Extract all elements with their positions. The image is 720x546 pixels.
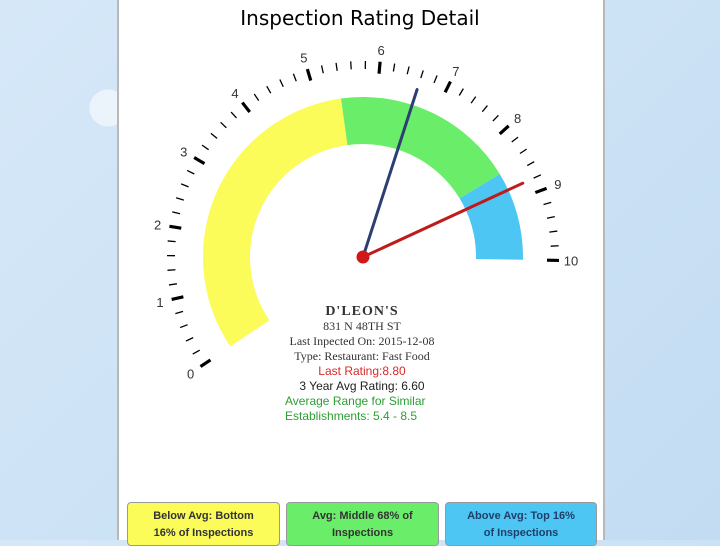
gauge-major-tick xyxy=(535,188,546,192)
establishment-type: Type: Restaurant: Fast Food xyxy=(242,349,482,364)
gauge-minor-tick xyxy=(169,284,177,285)
gauge-minor-tick xyxy=(421,70,423,78)
gauge-minor-tick xyxy=(231,112,236,118)
gauge-minor-tick xyxy=(187,170,194,174)
legend-above-average-line-1: Above Avg: Top 16% xyxy=(446,508,596,525)
gauge-tick-label: 3 xyxy=(180,144,187,159)
gauge-tick-label: 5 xyxy=(300,51,307,66)
gauge-major-tick xyxy=(172,297,184,300)
gauge-major-tick xyxy=(379,62,380,74)
legend-above-average: Above Avg: Top 16% of Inspections xyxy=(445,502,597,546)
gauge-tick-label: 9 xyxy=(554,177,561,192)
legend-average: Avg: Middle 68% of Inspections xyxy=(286,502,439,546)
gauge-minor-tick xyxy=(547,217,555,219)
gauge-minor-tick xyxy=(280,80,283,87)
gauge-minor-tick xyxy=(493,115,499,121)
legend-below-average: Below Avg: Bottom 16% of Inspections xyxy=(127,502,280,546)
gauge-minor-tick xyxy=(167,270,175,271)
gauge-minor-tick xyxy=(168,241,176,242)
gauge-minor-tick xyxy=(172,212,180,214)
gauge-minor-tick xyxy=(434,76,437,83)
gauge-minor-tick xyxy=(193,350,200,354)
gauge-major-tick xyxy=(194,158,204,164)
last-rating: Last Rating:8.80 xyxy=(242,364,482,379)
gauge-minor-tick xyxy=(211,133,217,138)
gauge-minor-tick xyxy=(254,94,258,101)
gauge-minor-tick xyxy=(175,311,183,313)
legend-below-average-line-1: Below Avg: Bottom xyxy=(128,508,279,525)
legend-above-average-line-2: of Inspections xyxy=(446,525,596,542)
gauge-minor-tick xyxy=(471,97,476,104)
gauge-minor-tick xyxy=(186,338,193,341)
gauge-minor-tick xyxy=(221,122,227,127)
gauge-minor-tick xyxy=(407,66,409,74)
gauge-tick-label: 8 xyxy=(514,111,521,126)
gauge-major-tick xyxy=(500,126,509,134)
gauge-major-tick xyxy=(201,360,211,367)
gauge-minor-tick xyxy=(293,74,296,81)
gauge-tick-label: 0 xyxy=(187,366,194,381)
gauge-minor-tick xyxy=(527,162,534,166)
gauge-minor-tick xyxy=(549,231,557,232)
establishment-address: 831 N 48TH ST xyxy=(242,319,482,334)
gauge-tick-label: 2 xyxy=(154,217,161,232)
gauge-minor-tick xyxy=(267,86,271,93)
gauge-major-tick xyxy=(242,103,249,112)
gauge-minor-tick xyxy=(482,106,487,112)
gauge-minor-tick xyxy=(351,61,352,69)
legend-average-line-2: Inspections xyxy=(287,525,438,542)
gauge-needle-hub xyxy=(357,251,370,264)
gauge-minor-tick xyxy=(459,89,463,96)
gauge-tick-label: 7 xyxy=(452,64,459,79)
gauge-minor-tick xyxy=(534,175,541,178)
gauge-major-tick xyxy=(445,82,450,93)
gauge-minor-tick xyxy=(180,325,187,328)
legend-below-average-line-2: 16% of Inspections xyxy=(128,525,279,542)
gauge-minor-tick xyxy=(336,63,337,71)
gauge-tick-label: 6 xyxy=(378,43,385,58)
gauge-tick-label: 4 xyxy=(231,86,238,101)
gauge-minor-tick xyxy=(544,202,552,204)
gauge-tick-label: 1 xyxy=(156,295,163,310)
gauge-band-1 xyxy=(341,97,500,198)
gauge-minor-tick xyxy=(322,65,324,73)
gauge-major-tick xyxy=(307,69,310,81)
gauge-minor-tick xyxy=(181,184,188,187)
establishment-info: D'LEON'S 831 N 48TH ST Last Inpected On:… xyxy=(242,304,482,424)
avg-range-line-2: Establishments: 5.4 - 8.5 xyxy=(242,409,482,424)
gauge-minor-tick xyxy=(512,137,518,142)
gauge-minor-tick xyxy=(202,145,209,150)
gauge-minor-tick xyxy=(176,198,184,200)
last-inspected-date: Last Inpected On: 2015-12-08 xyxy=(242,334,482,349)
gauge-major-tick xyxy=(169,226,181,228)
gauge-tick-label: 10 xyxy=(564,254,578,269)
avg-range-line-1: Average Range for Similar xyxy=(242,394,482,409)
three-year-avg-rating: 3 Year Avg Rating: 6.60 xyxy=(242,379,482,394)
legend-average-line-1: Avg: Middle 68% of xyxy=(287,508,438,525)
gauge-minor-tick xyxy=(393,64,394,72)
establishment-name: D'LEON'S xyxy=(242,304,482,319)
gauge-minor-tick xyxy=(520,149,527,153)
